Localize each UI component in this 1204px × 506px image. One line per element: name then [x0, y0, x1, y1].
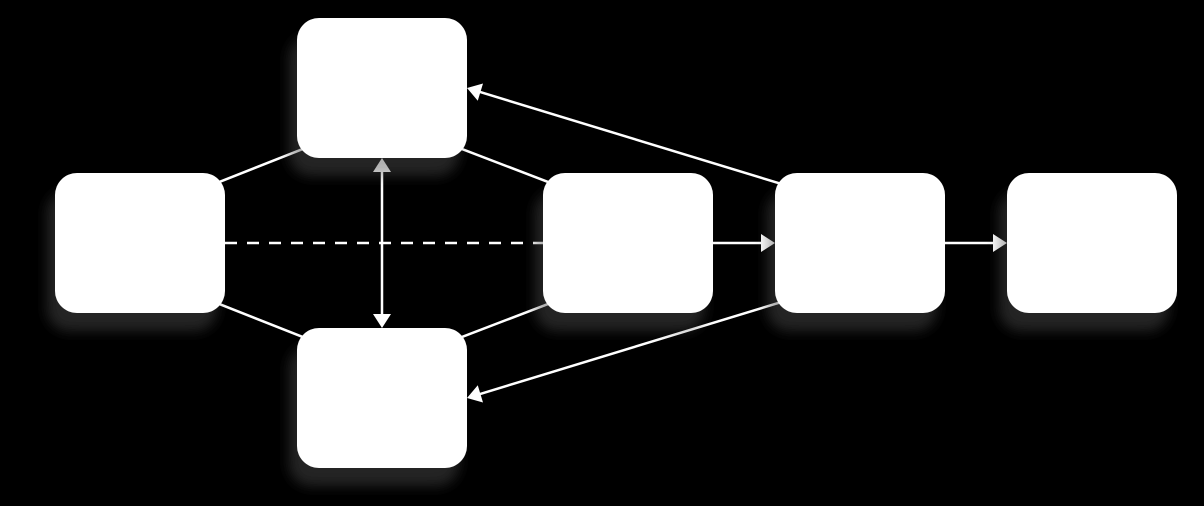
- diagram-canvas: [0, 0, 1204, 506]
- node-A: [55, 173, 225, 313]
- node-C: [297, 328, 467, 468]
- node-F: [1007, 173, 1177, 313]
- node-E: [775, 173, 945, 313]
- node-B: [297, 18, 467, 158]
- node-D: [543, 173, 713, 313]
